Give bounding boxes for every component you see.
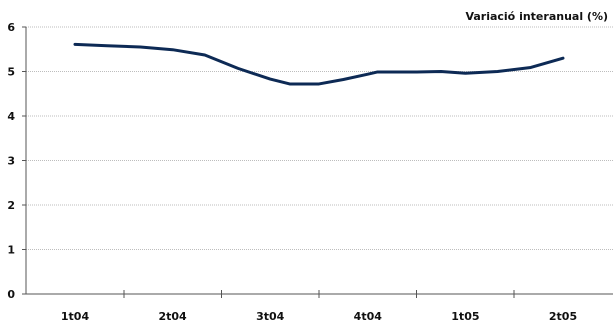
y-tick-label: 5 bbox=[7, 66, 15, 79]
grid-lines bbox=[26, 26, 613, 250]
y-tick-label: 1 bbox=[7, 244, 15, 257]
x-tick-label-2t04: 2t04 bbox=[158, 310, 187, 323]
y-tick-label: 6 bbox=[7, 21, 15, 34]
tick-labels: 0 1 2 3 4 5 6 1t04 2t04 3t04 4t04 1t05 2t05 bbox=[7, 21, 577, 323]
x-tick-label-3t04: 3t04 bbox=[256, 310, 285, 323]
series-line-0 bbox=[73, 42, 565, 86]
y-tick-label: 4 bbox=[7, 110, 15, 123]
chart-title: Variació interanual (%) bbox=[465, 10, 608, 23]
x-tick-label-1t05: 1t05 bbox=[451, 310, 479, 323]
y-tick-label: 0 bbox=[7, 288, 15, 301]
series-layer bbox=[73, 42, 565, 86]
x-tick-label-1t04: 1t04 bbox=[61, 310, 90, 323]
y-tick-label: 3 bbox=[7, 155, 15, 168]
x-tick-label-4t04: 4t04 bbox=[354, 310, 383, 323]
axes bbox=[22, 26, 613, 298]
x-tick-label-2t05: 2t05 bbox=[549, 310, 577, 323]
y-tick-label: 2 bbox=[7, 199, 15, 212]
